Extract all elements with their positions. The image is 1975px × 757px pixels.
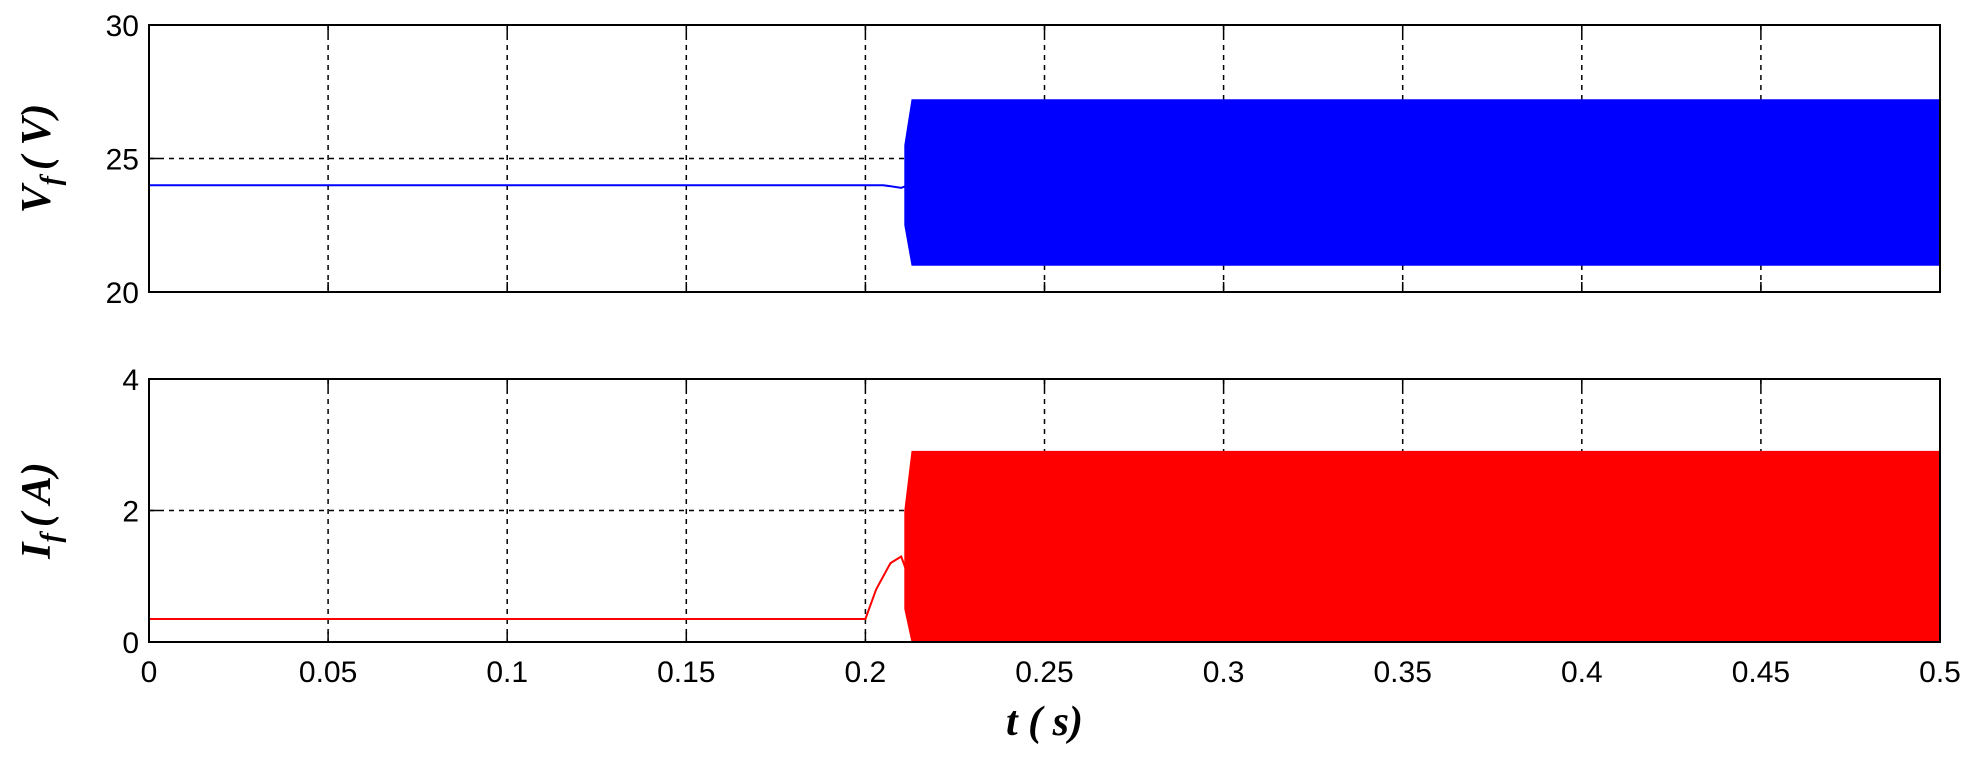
x-tick-label: 0.5 <box>1919 656 1961 689</box>
x-axis-label: t ( s) <box>1006 699 1083 745</box>
y-tick-label: 20 <box>106 277 139 310</box>
y-axis-label: If ( A) <box>14 462 67 560</box>
x-tick-label: 0.35 <box>1374 656 1432 689</box>
y-tick-label: 30 <box>106 10 139 43</box>
y-label-main: V <box>14 182 60 213</box>
y-axis-label: Vf ( V) <box>14 104 67 214</box>
y-label-rest: ( A) <box>14 462 60 527</box>
axes-frame <box>148 378 1941 643</box>
x-tick-label: 0.05 <box>299 656 357 689</box>
x-tick-label: 0.15 <box>657 656 715 689</box>
x-tick-label: 0 <box>141 656 158 689</box>
line <box>149 184 909 189</box>
axes-frame <box>148 24 1941 293</box>
y-label-rest: ( V) <box>14 104 60 171</box>
y-label-sub: f <box>36 173 67 185</box>
x-tick-label: 0.3 <box>1203 656 1245 689</box>
oscillation-band <box>904 99 1941 266</box>
y-tick-label: 4 <box>122 364 139 397</box>
y-tick-label: 2 <box>122 496 139 529</box>
line <box>149 555 910 620</box>
x-tick-label: 0.2 <box>845 656 887 689</box>
y-label-sub: f <box>36 530 67 542</box>
y-tick-label: 0 <box>122 627 139 660</box>
x-tick-label: 0.45 <box>1732 656 1790 689</box>
y-label-main: I <box>14 541 60 560</box>
oscillation-band <box>904 450 1941 643</box>
y-tick-label: 25 <box>106 144 139 177</box>
x-tick-label: 0.1 <box>486 656 528 689</box>
x-tick-label: 0.25 <box>1015 656 1073 689</box>
x-tick-label: 0.4 <box>1561 656 1603 689</box>
